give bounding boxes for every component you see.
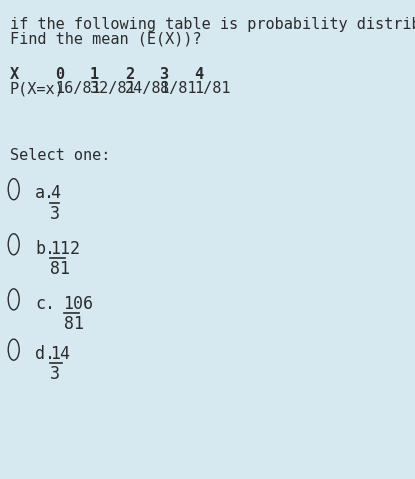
Text: 2: 2: [124, 67, 134, 82]
Text: 16/81: 16/81: [55, 81, 100, 96]
Text: 3: 3: [159, 67, 168, 82]
Text: 24/81: 24/81: [124, 81, 170, 96]
Text: 106: 106: [63, 295, 93, 313]
Text: 81: 81: [50, 260, 70, 278]
Text: 32/81: 32/81: [90, 81, 135, 96]
Text: 81: 81: [63, 315, 83, 333]
Text: 0: 0: [55, 67, 64, 82]
Text: 8/81: 8/81: [159, 81, 196, 96]
Text: 3: 3: [50, 365, 60, 384]
Text: 1/81: 1/81: [194, 81, 231, 96]
Text: b.: b.: [35, 240, 55, 258]
Text: 1: 1: [90, 67, 99, 82]
Text: a.: a.: [35, 184, 55, 203]
Text: if the following table is probability distribution .: if the following table is probability di…: [10, 17, 415, 32]
Text: d.: d.: [35, 345, 55, 363]
Text: P(X=x): P(X=x): [10, 81, 65, 96]
Text: c.: c.: [35, 295, 55, 313]
Text: 14: 14: [50, 345, 70, 363]
Text: 3: 3: [50, 205, 60, 223]
Text: Find the mean (E(X))?: Find the mean (E(X))?: [10, 31, 202, 46]
Text: 4: 4: [194, 67, 203, 82]
Text: 4: 4: [50, 184, 60, 203]
Text: 112: 112: [50, 240, 80, 258]
Text: X: X: [10, 67, 19, 82]
Text: Select one:: Select one:: [10, 148, 110, 163]
